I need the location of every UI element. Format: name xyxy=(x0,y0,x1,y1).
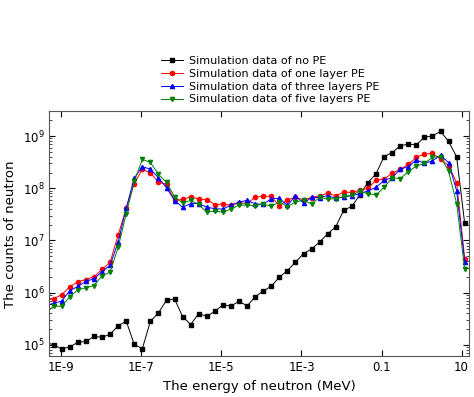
Simulation data of five layers PE xyxy=(268,204,274,209)
Simulation data of three layers PE xyxy=(180,205,185,210)
Simulation data of no PE xyxy=(188,322,193,327)
Simulation data of three layers PE xyxy=(357,191,363,196)
Simulation data of one layer PE xyxy=(188,194,193,199)
Simulation data of three layers PE xyxy=(18,317,24,322)
Simulation data of no PE xyxy=(462,221,467,226)
Simulation data of one layer PE xyxy=(35,304,40,309)
Simulation data of three layers PE xyxy=(462,259,467,264)
Simulation data of one layer PE xyxy=(18,309,24,314)
Y-axis label: The counts of neutron: The counts of neutron xyxy=(4,160,17,308)
Simulation data of no PE xyxy=(27,332,32,337)
Simulation data of no PE xyxy=(365,180,371,185)
Simulation data of no PE xyxy=(18,332,24,337)
Simulation data of one layer PE xyxy=(365,186,371,191)
Simulation data of five layers PE xyxy=(309,202,314,206)
Line: Simulation data of three layers PE: Simulation data of three layers PE xyxy=(19,153,467,322)
Simulation data of three layers PE xyxy=(27,314,32,318)
Simulation data of one layer PE xyxy=(429,151,435,156)
Simulation data of one layer PE xyxy=(462,256,467,261)
Simulation data of three layers PE xyxy=(268,196,274,201)
Line: Simulation data of no PE: Simulation data of no PE xyxy=(19,129,467,351)
Simulation data of no PE xyxy=(276,275,282,279)
Simulation data of no PE xyxy=(301,251,306,256)
Line: Simulation data of five layers PE: Simulation data of five layers PE xyxy=(19,154,467,333)
Simulation data of one layer PE xyxy=(276,204,282,208)
Simulation data of three layers PE xyxy=(438,153,443,158)
Simulation data of one layer PE xyxy=(27,310,32,314)
Simulation data of five layers PE xyxy=(292,200,298,204)
Simulation data of no PE xyxy=(317,240,322,245)
Simulation data of five layers PE xyxy=(357,189,363,193)
Simulation data of five layers PE xyxy=(438,154,443,159)
Simulation data of five layers PE xyxy=(18,329,24,334)
Simulation data of five layers PE xyxy=(462,267,467,272)
Legend: Simulation data of no PE, Simulation data of one layer PE, Simulation data of th: Simulation data of no PE, Simulation dat… xyxy=(160,55,380,106)
Simulation data of five layers PE xyxy=(180,201,185,206)
Simulation data of no PE xyxy=(438,129,443,134)
X-axis label: The energy of neutron (MeV): The energy of neutron (MeV) xyxy=(163,380,356,393)
Line: Simulation data of one layer PE: Simulation data of one layer PE xyxy=(19,151,467,314)
Simulation data of no PE xyxy=(59,347,64,351)
Simulation data of one layer PE xyxy=(301,197,306,202)
Simulation data of three layers PE xyxy=(292,193,298,198)
Simulation data of three layers PE xyxy=(309,195,314,200)
Simulation data of one layer PE xyxy=(317,193,322,198)
Simulation data of five layers PE xyxy=(27,316,32,320)
